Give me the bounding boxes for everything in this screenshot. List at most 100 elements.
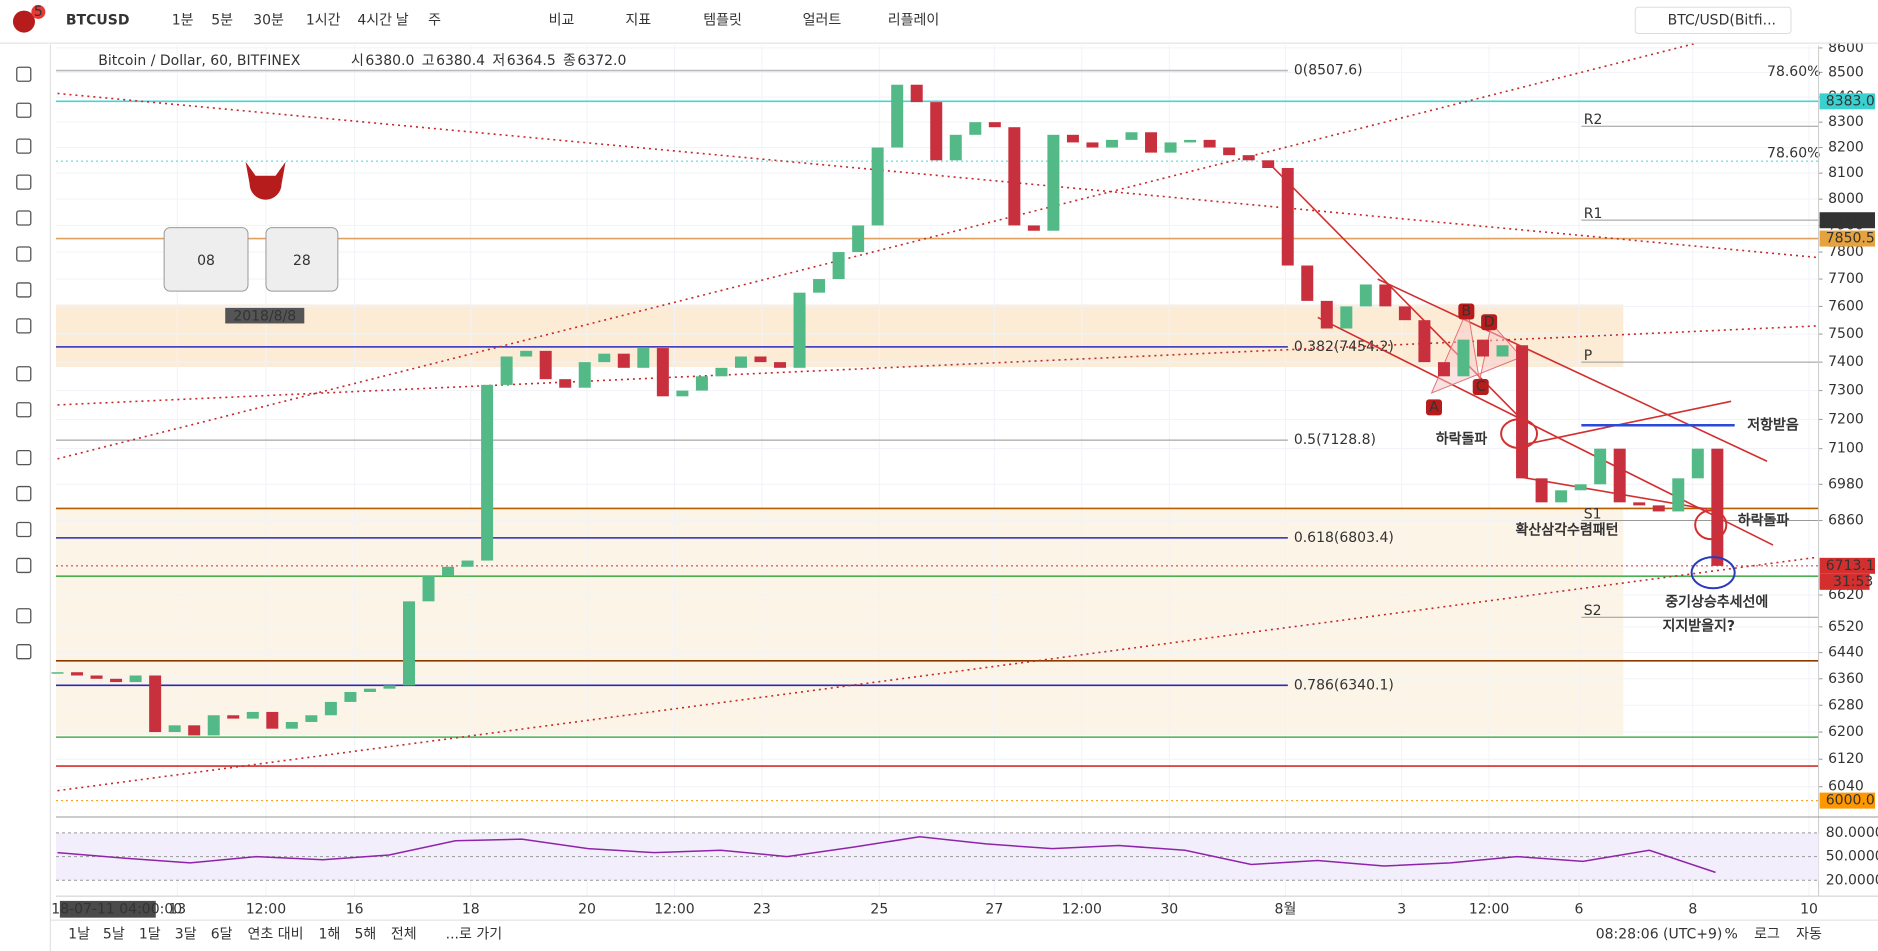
range-button[interactable]: 연초 대비 [248, 926, 304, 942]
y-tick-label: 6620 [1828, 587, 1864, 603]
x-tick-label: 18 [462, 901, 480, 917]
y-tick-label: 7600 [1828, 298, 1864, 314]
compare[interactable]: BTC/USD(Bitfi... [1668, 12, 1776, 28]
candle [90, 675, 103, 679]
candle [285, 721, 298, 729]
tool-button[interactable]: 얼러트 [803, 12, 842, 28]
badge [31, 4, 46, 19]
range-button[interactable]: 전체 [391, 926, 417, 942]
candle [871, 147, 884, 226]
candle [715, 367, 728, 377]
interval[interactable]: 주 [428, 12, 441, 28]
tool-icon[interactable] [16, 557, 32, 574]
candle [1086, 142, 1099, 148]
y-tick-label: 7800 [1828, 244, 1864, 260]
price-tag-label: 6000.0 [1826, 793, 1875, 809]
time: 08:28:06 (UTC+9) [1596, 926, 1723, 942]
candle [1262, 160, 1275, 169]
range-button[interactable]: 1달 [139, 926, 161, 942]
tool-button[interactable]: 템플릿 [703, 12, 742, 28]
pivot-label: R2 [1584, 112, 1603, 128]
rsi-tick-label: 20.0000 [1826, 872, 1878, 888]
candle [129, 675, 142, 683]
candle [1379, 284, 1392, 307]
trend-line [1377, 278, 1768, 462]
tool-button[interactable]: 지표 [625, 12, 651, 28]
x-tick-label: 16 [346, 901, 364, 917]
candle [481, 384, 494, 561]
range-button[interactable]: 3달 [175, 926, 197, 942]
x-tick-label: 20 [578, 901, 596, 917]
tool-icon[interactable] [16, 608, 32, 624]
interval[interactable]: 1시간 [306, 12, 341, 28]
scale-option[interactable]: 자동 [1796, 926, 1822, 942]
tool-button[interactable]: 리플레이 [888, 12, 940, 28]
tool-icon[interactable] [16, 246, 32, 262]
legend-value: 6380.4 [436, 53, 485, 69]
tool-icon[interactable] [16, 282, 32, 298]
x-tick-label: 30 [1160, 901, 1178, 917]
candle [1613, 448, 1626, 503]
tool-icon[interactable] [16, 644, 32, 660]
ext-label: 78.60% [1767, 64, 1820, 80]
range-button[interactable]: 1해 [319, 926, 341, 942]
legend-value: 6364.5 [507, 53, 556, 69]
scale-option[interactable]: % [1724, 926, 1737, 942]
rsi-tick-label: 50.0000 [1826, 849, 1878, 865]
trend-line [57, 92, 1819, 259]
scale-option[interactable]: 로그 [1754, 926, 1780, 942]
y-tick-label: 6040 [1828, 779, 1864, 795]
candle [754, 356, 767, 363]
circle-mark [1690, 556, 1736, 590]
tool-button[interactable]: 비교 [549, 12, 575, 28]
goto[interactable]: ...로 가기 [446, 926, 502, 942]
tool-icon[interactable] [16, 485, 32, 502]
price-tag-label: 6713.1 [1826, 558, 1875, 574]
legend-key: 종 [563, 53, 576, 69]
x-tick-label: 23 [753, 901, 771, 917]
point-label: A [1429, 399, 1439, 415]
candle [266, 711, 279, 729]
candle [402, 601, 415, 686]
candle [51, 672, 64, 674]
tool-icon[interactable] [16, 174, 32, 190]
interval[interactable]: 30분 [253, 12, 284, 28]
interval[interactable]: 1분 [172, 12, 194, 28]
interval[interactable]: 4시간 [357, 12, 392, 28]
rsi-line [57, 836, 1716, 874]
candle [1652, 505, 1665, 512]
tool-icon[interactable] [16, 102, 32, 118]
point-label: C [1476, 379, 1486, 395]
candle [852, 225, 865, 253]
compare-box[interactable] [1634, 6, 1792, 35]
range-button[interactable]: 6달 [211, 926, 233, 942]
interval[interactable]: 날 [396, 12, 409, 28]
legend-value: 6372.0 [577, 53, 626, 69]
avatar [12, 10, 35, 33]
tool-icon[interactable] [16, 402, 32, 418]
candle [1066, 134, 1079, 143]
x-tick-label: 8월 [1275, 901, 1297, 917]
y-tick-label: 6120 [1828, 751, 1864, 767]
pivot-label: S1 [1584, 507, 1602, 523]
candle [1164, 142, 1177, 153]
annotation: 저항받음 [1747, 416, 1799, 433]
tool-icon[interactable] [16, 521, 32, 538]
candle [149, 675, 162, 733]
tool-icon[interactable] [16, 66, 32, 82]
candle [207, 715, 220, 736]
date-box [225, 307, 305, 324]
tool-icon[interactable] [16, 449, 32, 466]
range-button[interactable]: 5해 [354, 926, 376, 942]
tool-icon[interactable] [16, 138, 32, 154]
tool-icon[interactable] [16, 210, 32, 226]
pivot-label: S2 [1584, 603, 1602, 619]
tool-icon[interactable] [16, 366, 32, 382]
point-badge [1458, 303, 1475, 320]
interval[interactable]: 5분 [211, 12, 233, 28]
range-button[interactable]: 5날 [103, 926, 125, 942]
range-button[interactable]: 1날 [68, 926, 90, 942]
pivot-label: P [1584, 348, 1592, 364]
tool-icon[interactable] [16, 318, 32, 334]
candle [1203, 139, 1216, 148]
